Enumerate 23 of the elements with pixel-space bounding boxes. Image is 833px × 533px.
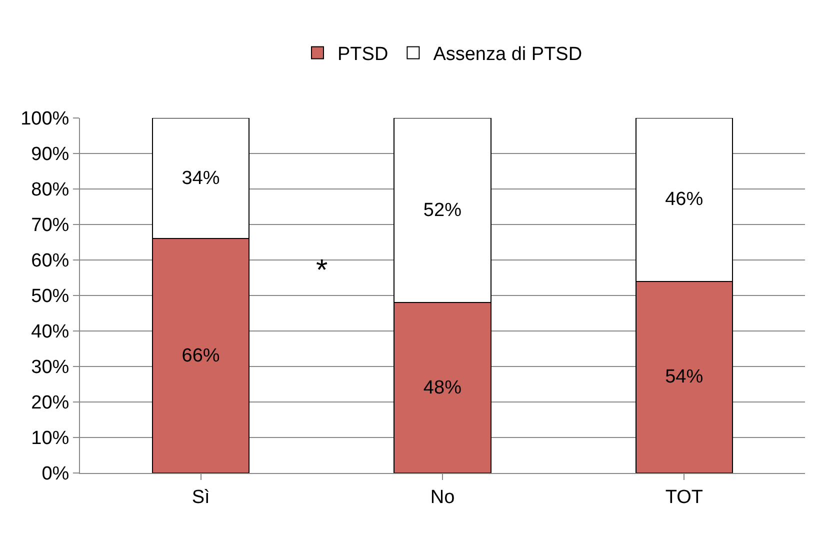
data-label: 66% [182,345,220,366]
x-tick-label: TOT [665,486,704,508]
x-tick-label: Sì [192,486,210,508]
y-tick-label: 80% [31,180,70,201]
y-tick-label: 100% [20,108,70,130]
y-tick-label: 10% [31,428,70,450]
data-label: 48% [423,377,462,398]
data-label: 52% [423,200,462,221]
legend-label: Assenza di PTSD [433,44,582,66]
y-tick-label: 20% [31,392,70,414]
y-tick-label: 30% [31,357,70,378]
y-tick-label: 0% [42,464,70,485]
legend-label: PTSD [338,44,388,66]
data-label: 54% [665,366,704,388]
y-tick-label: 40% [31,322,70,343]
y-tick-label: 60% [31,250,70,272]
x-tick-label: No [430,486,455,508]
y-tick-label: 50% [31,286,70,308]
data-label: 34% [182,168,220,189]
annotation: * [316,254,328,287]
y-tick-label: 90% [31,144,70,166]
y-tick-label: 70% [31,215,70,236]
data-label: 46% [665,189,704,210]
